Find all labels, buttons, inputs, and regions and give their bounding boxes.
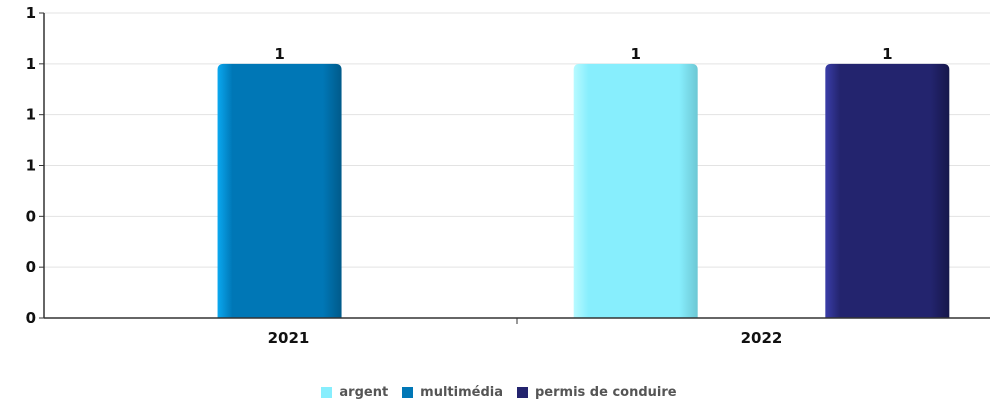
legend-item-permis[interactable]: permis de conduire (517, 385, 677, 400)
legend-label-argent: argent (339, 384, 389, 400)
bars (217, 63, 950, 319)
x-axis: 2021 2022 (43, 13, 990, 347)
bar-multimédia-2021[interactable] (217, 63, 342, 319)
bar-argent-2022[interactable] (573, 63, 698, 319)
legend-swatch-argent (321, 386, 333, 398)
data-label: 1 (274, 45, 284, 63)
legend-item-argent[interactable]: argent (321, 385, 388, 400)
legend-swatch-permis (517, 386, 528, 398)
y-tick-label: 1 (26, 106, 36, 124)
y-axis-ticks: 0 0 0 1 1 1 1 (26, 4, 44, 327)
y-tick-label: 0 (26, 207, 36, 225)
legend-label-multimedia: multimédia (420, 384, 503, 400)
y-tick-label: 1 (26, 4, 36, 22)
legend-label-permis: permis de conduire (535, 384, 677, 400)
data-label: 1 (630, 45, 640, 63)
bar-permis-de-conduire-2022[interactable] (825, 63, 950, 319)
x-category-label: 2021 (268, 329, 310, 347)
data-labels: 1 1 1 (274, 45, 892, 63)
legend-item-multimedia[interactable]: multimédia (402, 385, 503, 400)
y-tick-label: 0 (26, 309, 36, 327)
y-tick-label: 1 (26, 157, 36, 175)
legend-swatch-multimedia (402, 386, 414, 398)
legend: argent multimédia permis de conduire (0, 382, 998, 402)
x-category-label: 2022 (741, 329, 783, 347)
data-label: 1 (882, 45, 892, 63)
y-tick-label: 0 (26, 258, 36, 276)
bar-chart: 0 0 0 1 1 1 1 1 1 1 2021 2022 (26, 4, 990, 347)
y-tick-label: 1 (26, 55, 36, 73)
